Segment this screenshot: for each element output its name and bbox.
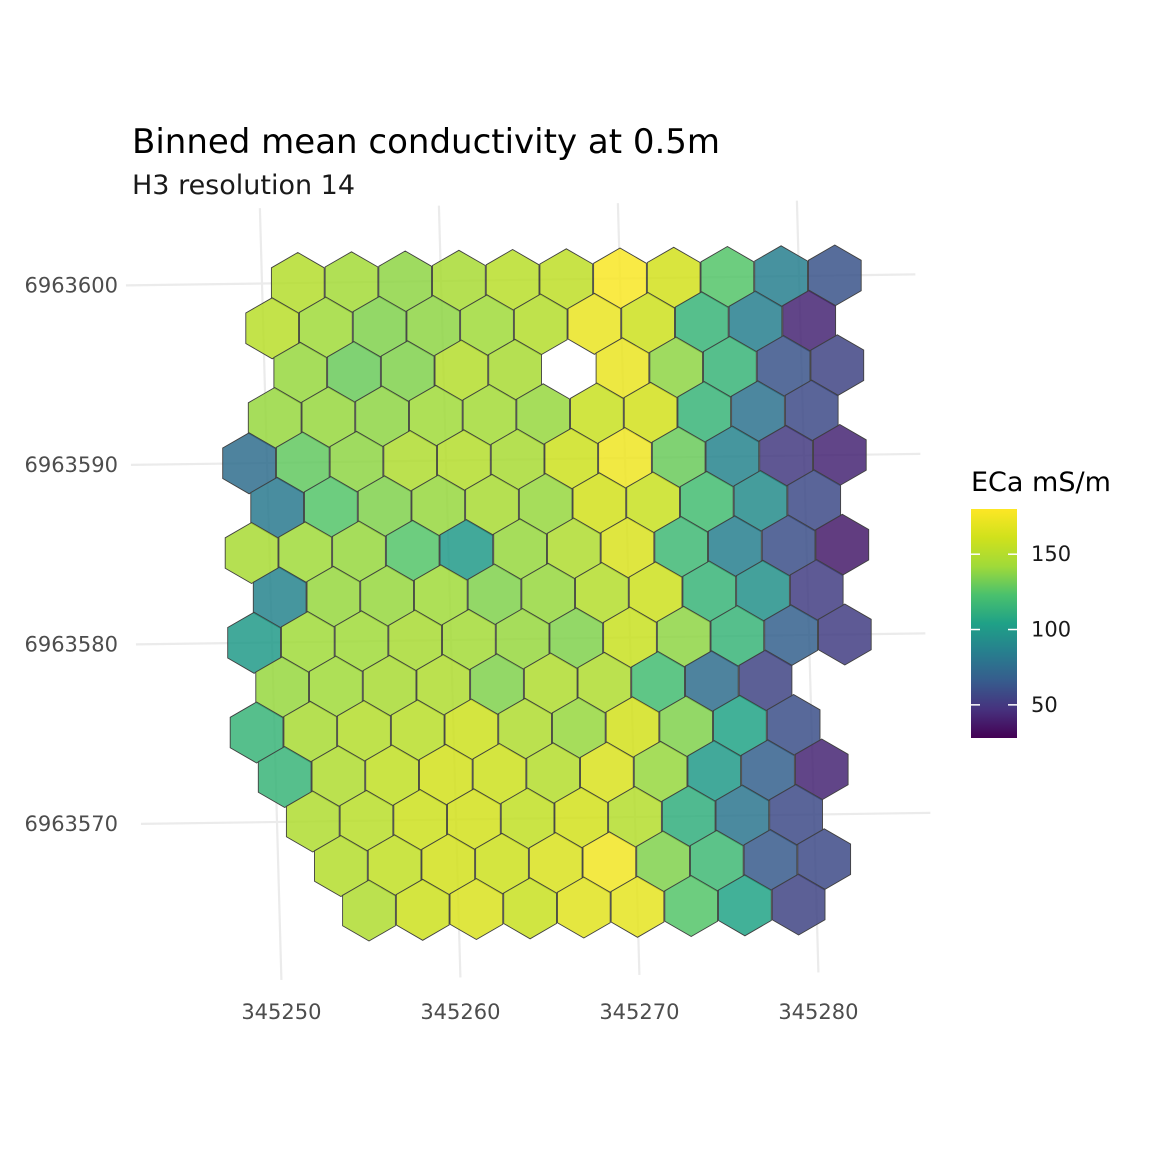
- legend-colorbar: [971, 509, 1017, 738]
- y-tick-label: 6963590: [24, 453, 118, 477]
- hex-cell-162: [771, 873, 826, 936]
- hex-cell-160: [664, 874, 719, 938]
- x-tick-label: 345270: [599, 1000, 679, 1024]
- hex-cell-144: [314, 834, 368, 898]
- hex-cell-155: [395, 878, 450, 941]
- hex-cell-67: [224, 521, 279, 585]
- x-tick-label: 345250: [241, 1000, 321, 1024]
- hex-cell-154: [342, 879, 396, 942]
- hex-cell-101: [817, 603, 872, 666]
- y-tick-label: 6963580: [24, 632, 118, 656]
- chart-subtitle: H3 resolution 14: [132, 170, 355, 201]
- hex-cell-112: [229, 701, 284, 764]
- chart-title: Binned mean conductivity at 0.5m: [132, 122, 720, 162]
- color-legend: ECa mS/m 50 100 150: [971, 467, 1111, 738]
- hex-cell-123: [257, 745, 312, 809]
- hex-cell-159: [610, 875, 665, 938]
- y-axis-tick-labels: 6963570 6963580 6963590 6963600: [24, 273, 118, 836]
- hex-cell-90: [227, 611, 281, 674]
- hex-cell-157: [503, 877, 557, 940]
- legend-break-label: 150: [1031, 542, 1071, 566]
- hex-cell-161: [718, 874, 772, 937]
- hex-cell-17: [567, 292, 622, 355]
- hex-cell-44: [222, 432, 276, 495]
- legend-break-label: 100: [1031, 618, 1071, 642]
- y-tick-label: 6963570: [24, 812, 118, 836]
- hex-cell-134: [285, 790, 340, 853]
- legend-breaks: 50 100 150: [971, 542, 1071, 717]
- x-axis-tick-labels: 345250 345260 345270 345280: [241, 1000, 858, 1024]
- hex-cells: [222, 244, 872, 942]
- x-tick-label: 345260: [420, 1000, 500, 1024]
- hex-cell-158: [556, 876, 611, 939]
- hex-cell-11: [245, 297, 300, 360]
- hex-cell-156: [449, 877, 504, 941]
- y-tick-label: 6963600: [24, 273, 118, 297]
- legend-break-label: 50: [1031, 693, 1058, 717]
- x-tick-label: 345280: [778, 1000, 858, 1024]
- legend-title: ECa mS/m: [971, 467, 1111, 498]
